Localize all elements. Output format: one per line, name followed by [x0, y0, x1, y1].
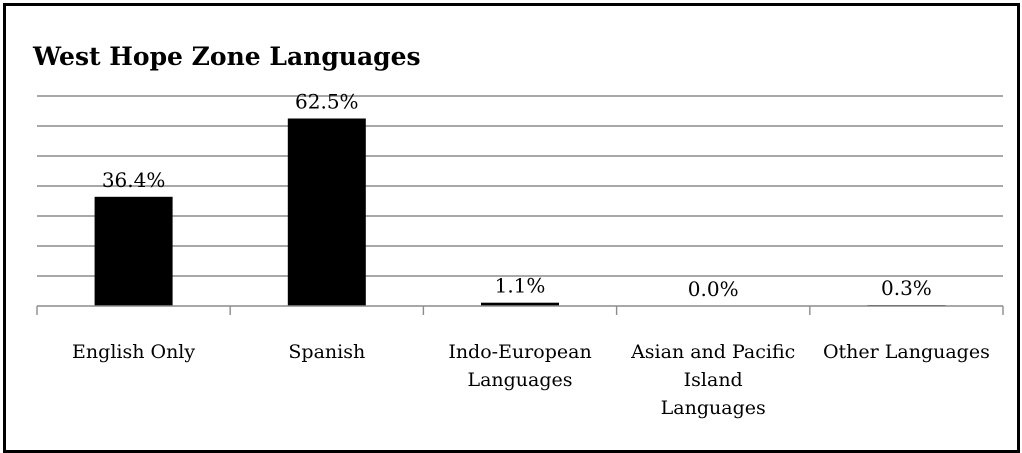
chart-title: West Hope Zone Languages [32, 42, 421, 71]
x-tick-label: Asian and Pacific Island Languages [630, 341, 795, 419]
x-tick-label-line: Other Languages [823, 341, 990, 363]
x-tick-label-line: Indo-European [448, 341, 591, 363]
x-tick-label-line: Island [684, 369, 743, 391]
x-tick-label-line: Spanish [288, 341, 365, 363]
data-labels: 36.4% 62.5% 1.1% 0.0% 0.3% [102, 90, 932, 302]
x-tick-label-line: Languages [661, 397, 766, 419]
x-tick-label-line: Languages [467, 369, 572, 391]
data-label: 62.5% [295, 90, 359, 114]
data-label: 1.1% [495, 274, 546, 298]
data-label: 0.3% [881, 276, 932, 300]
data-label: 0.0% [688, 277, 739, 301]
x-tick-label-line: Asian and Pacific [630, 341, 795, 363]
x-tick-label-line: English Only [72, 341, 195, 363]
x-tick-label: Other Languages [823, 341, 990, 363]
x-tick-labels: English Only Spanish Indo-European Language… [72, 341, 990, 419]
data-label: 36.4% [102, 168, 166, 192]
x-tick-label: Spanish [288, 341, 365, 363]
x-tick-label: English Only [72, 341, 195, 363]
bar [94, 196, 173, 306]
bars [94, 118, 946, 306]
x-axis [36, 305, 1004, 315]
bar [481, 302, 559, 306]
bar [287, 118, 366, 306]
gridlines [37, 95, 1003, 277]
x-tick-label: Indo-European Languages [448, 341, 591, 391]
